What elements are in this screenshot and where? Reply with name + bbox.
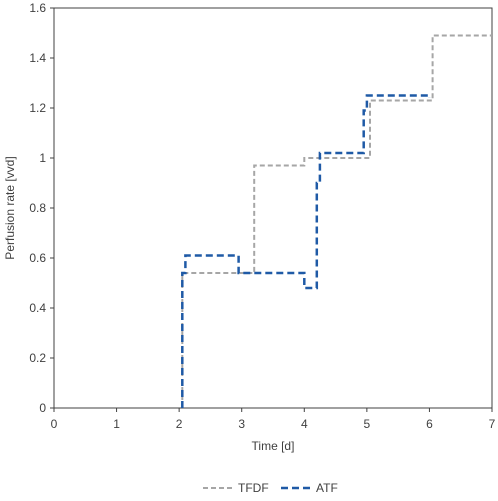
plot-area: [53, 7, 493, 409]
x-tick-label: 4: [301, 417, 308, 431]
x-axis-title: Time [d]: [252, 439, 295, 453]
y-tick-label: 0.8: [29, 201, 46, 215]
y-tick-label: 1: [39, 151, 46, 165]
x-tick-label: 1: [113, 417, 120, 431]
y-axis-title: Perfusion rate [vvd]: [3, 156, 17, 259]
y-tick-label: 0.4: [29, 301, 46, 315]
x-tick-label: 6: [426, 417, 433, 431]
x-tick-label: 7: [489, 417, 496, 431]
series-line-tfdf: [181, 34, 492, 408]
y-tick-label: 1.2: [29, 101, 46, 115]
y-tick-label: 0: [39, 401, 46, 415]
y-tick-label: 0.2: [29, 351, 46, 365]
x-tick-label: 5: [364, 417, 371, 431]
legend-label-tfdf: TFDF: [238, 481, 269, 495]
y-axis-ticks: 0 0.2 0.4 0.6 0.8 1 1.2 1.4 1.6: [29, 1, 54, 415]
legend: TFDF ATF: [203, 481, 338, 495]
y-tick-label: 1.4: [29, 51, 46, 65]
x-tick-label: 2: [176, 417, 183, 431]
x-axis-ticks: 0 1 2 3 4 5 6 7: [51, 408, 496, 431]
x-tick-label: 0: [51, 417, 58, 431]
series-line-atf: [181, 94, 431, 408]
y-tick-label: 0.6: [29, 251, 46, 265]
legend-label-atf: ATF: [316, 481, 338, 495]
y-tick-label: 1.6: [29, 1, 46, 15]
series-layer: [181, 34, 492, 408]
x-tick-label: 3: [238, 417, 245, 431]
